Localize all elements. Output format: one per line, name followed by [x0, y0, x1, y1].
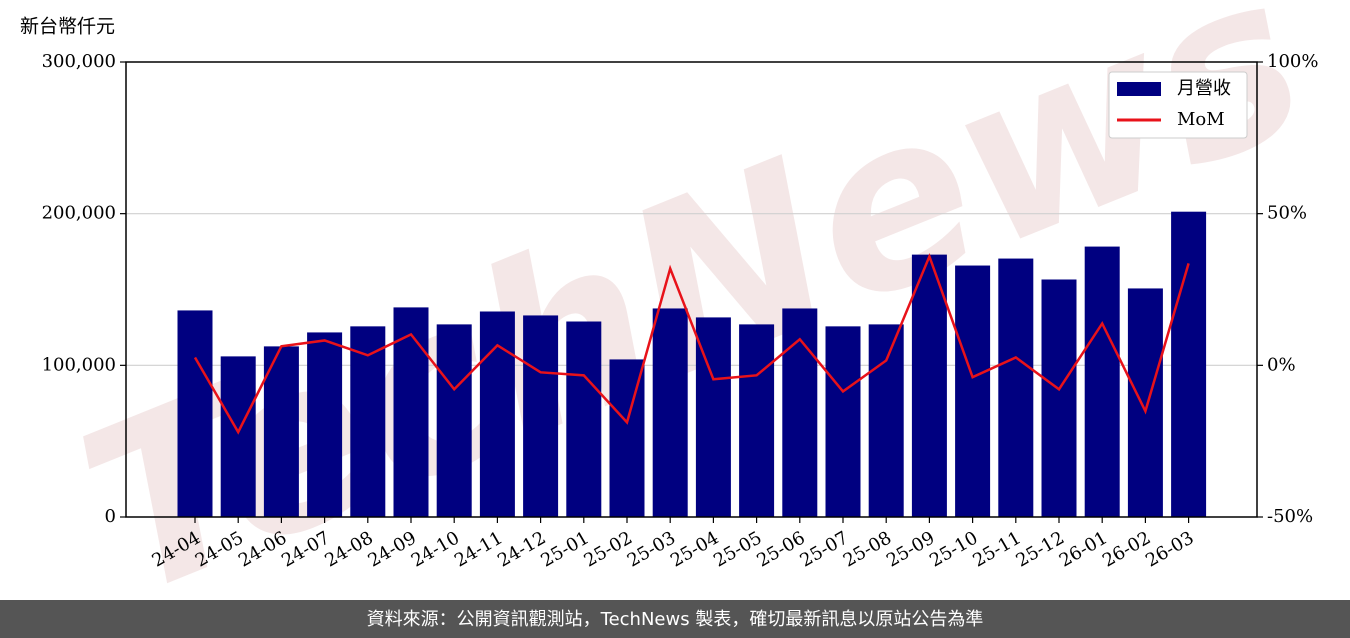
legend-label: MoM	[1177, 109, 1225, 130]
y-tick-label: 100,000	[42, 354, 116, 375]
bar	[436, 324, 472, 517]
bar	[566, 321, 602, 517]
x-tick-label: 25-12	[1013, 527, 1068, 571]
x-tick-label: 24-11	[451, 527, 506, 571]
bar	[739, 324, 775, 517]
y2-tick-label: 100%	[1267, 51, 1318, 72]
bar	[177, 310, 213, 517]
x-tick-label: 25-04	[667, 527, 722, 571]
y-axis-label: 新台幣仟元	[20, 16, 115, 38]
legend-label: 月營收	[1177, 78, 1231, 99]
x-tick-label: 24-12	[494, 527, 549, 571]
bar	[350, 326, 386, 517]
bar	[825, 326, 861, 517]
bar	[263, 346, 299, 517]
y2-tick-label: 50%	[1267, 203, 1307, 224]
legend-swatch	[1117, 82, 1161, 96]
footer-bar	[0, 600, 1350, 638]
plot-frame	[125, 61, 1258, 518]
x-tick-label: 25-01	[537, 527, 592, 571]
bar	[609, 359, 645, 517]
bar	[523, 315, 559, 517]
bar	[998, 258, 1034, 517]
bar	[220, 356, 256, 517]
bar	[393, 307, 429, 517]
x-tick-label: 25-06	[753, 527, 808, 571]
x-tick-label: 25-11	[969, 527, 1024, 571]
x-tick-label: 26-01	[1056, 527, 1111, 571]
bar	[307, 332, 343, 517]
y2-tick-label: -50%	[1267, 506, 1313, 527]
x-tick-label: 25-08	[840, 527, 895, 571]
x-tick-label: 25-02	[581, 527, 636, 571]
bar	[479, 311, 515, 517]
bar	[1127, 288, 1163, 517]
bar	[1171, 211, 1207, 517]
line	[193, 252, 1190, 435]
y2-tick-label: 0%	[1267, 354, 1296, 375]
x-tick-label: 25-10	[926, 527, 981, 571]
y-tick-label: 0	[105, 506, 116, 527]
x-tick-label: 25-05	[710, 527, 765, 571]
y-tick-label: 300,000	[42, 51, 116, 72]
bar	[652, 308, 688, 517]
footer: 資料來源：公開資訊觀測站，TechNews 製表，確切最新訊息以原站公告為準	[367, 609, 984, 630]
bar	[868, 324, 904, 517]
x-tick-label: 25-09	[883, 527, 938, 571]
bar	[782, 308, 818, 517]
bar	[1041, 279, 1077, 517]
bar	[911, 254, 947, 517]
bar	[955, 265, 991, 517]
bar	[1084, 246, 1120, 517]
x-tick-label: 25-03	[624, 527, 679, 571]
x-tick-label: 26-03	[1142, 527, 1197, 571]
y-tick-label: 200,000	[42, 203, 116, 224]
x-tick-label: 25-07	[797, 527, 852, 571]
x-tick-label: 26-02	[1099, 527, 1154, 571]
